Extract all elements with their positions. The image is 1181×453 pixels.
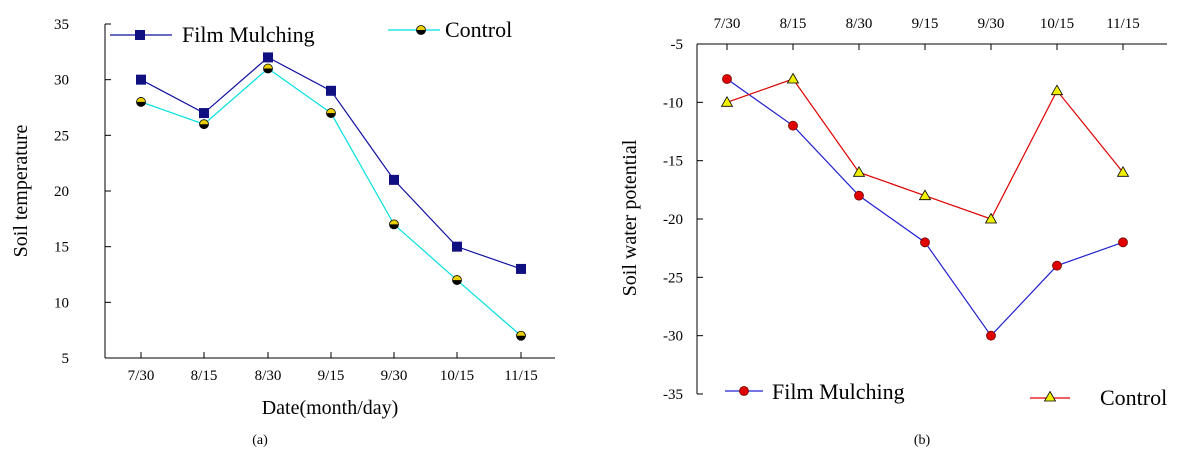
chart-a-legend-marker xyxy=(416,25,426,35)
chart-b-x-tick-label: 9/15 xyxy=(912,16,939,32)
chart-a-x-tick-label: 11/15 xyxy=(504,368,538,384)
chart-a-y-tick-label: 30 xyxy=(54,73,69,89)
chart-b-data-point xyxy=(722,74,732,84)
chart-a-data-point xyxy=(326,108,336,118)
chart-b-y-tick-label: -15 xyxy=(663,154,683,170)
chart-b-series-line xyxy=(726,78,1124,337)
chart-b-data-point xyxy=(1116,166,1130,177)
chart-a-y-tick-label: 15 xyxy=(54,240,69,256)
chart-b-panel-label: (b) xyxy=(914,433,931,448)
chart-b-data-point xyxy=(1050,84,1064,96)
chart-b-x-tick-label: 7/30 xyxy=(714,16,741,32)
chart-b-legend-marker xyxy=(739,386,749,396)
chart-a-legend-marker xyxy=(135,30,145,40)
chart-b-data-point xyxy=(852,166,866,177)
chart-b-data-point xyxy=(1118,237,1128,248)
chart-a-data-point xyxy=(136,74,146,85)
chart-a-data-point xyxy=(452,241,462,252)
chart-a-legend-label: Control xyxy=(445,17,512,42)
chart-a-y-tick-label: 20 xyxy=(54,184,69,200)
chart-b-y-tick-label: -10 xyxy=(663,95,683,111)
chart-a-data-point xyxy=(136,97,146,107)
chart-a-y-tick-label: 25 xyxy=(54,128,69,144)
chart-b-x-tick-label: 10/15 xyxy=(1040,16,1074,32)
chart-b: -5 -10 -15 -20 -25 -30 -35 7/30 8/15 8/30 9/15 9/30… xyxy=(619,16,1167,448)
chart-b-y-tick-label: -20 xyxy=(663,212,683,228)
chart-b-data-point xyxy=(1052,260,1062,271)
chart-a-data-point xyxy=(199,119,209,130)
chart-b-legend: Film Mulching Control xyxy=(725,379,1167,410)
chart-b-x-tick-label: 8/30 xyxy=(846,16,873,32)
chart-b-x-tick-label: 9/30 xyxy=(978,16,1005,32)
chart-b-x-tick-label: 8/15 xyxy=(780,16,807,32)
chart-a-x-tick-label: 8/30 xyxy=(255,368,282,384)
chart-b-y-axis-title: Soil water potential xyxy=(619,139,641,296)
chart-b-data-point xyxy=(720,96,734,107)
chart-b-y-tick-label: -35 xyxy=(663,387,683,403)
chart-b-data-point xyxy=(786,72,800,84)
chart-b-y-tick-label: -30 xyxy=(663,329,683,345)
chart-b-data-point xyxy=(918,189,932,201)
chart-a-panel-label: (a) xyxy=(252,433,268,448)
chart-b-legend-label: Film Mulching xyxy=(772,379,905,404)
chart-a-data-point xyxy=(326,85,336,96)
chart-b-data-point xyxy=(920,237,930,248)
chart-b-x-tick-label: 11/15 xyxy=(1106,16,1140,32)
chart-a-data-point xyxy=(516,330,526,341)
chart-a-x-tick-label: 7/30 xyxy=(128,368,155,384)
chart-a-legend-label: Film Mulching xyxy=(182,22,315,47)
chart-b-data-point xyxy=(788,120,798,131)
chart-a-data-point xyxy=(199,108,209,119)
chart-a-x-tick-label: 9/15 xyxy=(318,368,345,384)
chart-b-data-point xyxy=(984,212,998,224)
chart-b-y-tick-label: -25 xyxy=(663,270,683,286)
chart-b-data-point xyxy=(986,330,996,341)
chart-b-data-point xyxy=(854,190,864,201)
chart-a-x-tick-label: 10/15 xyxy=(440,368,474,384)
chart-a-data-point xyxy=(452,275,462,285)
chart-a-data-point xyxy=(516,263,526,274)
chart-a-data-point xyxy=(389,219,399,230)
chart-a-data-point xyxy=(263,63,273,74)
chart-a-y-tick-label: 10 xyxy=(54,295,69,311)
chart-a-data-point xyxy=(263,52,273,63)
chart-b-y-tick-label: -5 xyxy=(671,37,684,53)
chart-a-x-tick-label: 9/30 xyxy=(381,368,408,384)
chart-a-data-point xyxy=(389,174,399,185)
chart-a-y-axis-title: Soil temperature xyxy=(10,125,32,258)
chart-a-y-tick-label: 35 xyxy=(54,17,69,33)
chart-b-legend-label: Control xyxy=(1100,385,1167,410)
chart-a-x-tick-label: 8/15 xyxy=(191,368,218,384)
chart-b-legend-marker xyxy=(1043,390,1057,402)
chart-a-legend: Film Mulching Control xyxy=(110,17,512,47)
chart-a-x-axis-title: Date(month/day) xyxy=(262,397,399,419)
chart-a: 5 10 15 20 25 30 35 7/30 8/15 8/30 9/15 9/30 10/15 11… xyxy=(10,17,555,448)
chart-a-y-tick-label: 5 xyxy=(62,351,70,367)
